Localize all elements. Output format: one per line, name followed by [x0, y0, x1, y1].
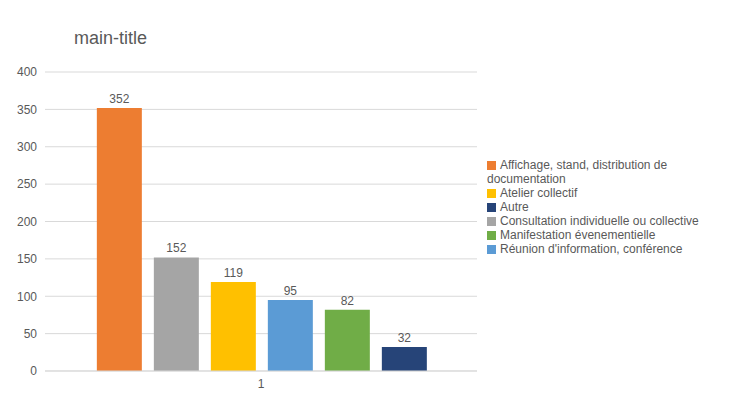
svg-text:250: 250	[17, 177, 37, 191]
svg-text:119: 119	[224, 266, 243, 280]
svg-text:95: 95	[284, 284, 298, 298]
svg-text:32: 32	[398, 331, 412, 345]
html-text:Manifestation évenementielle: Manifestation évenementielle	[500, 227, 656, 242]
html-text:Atelier collectif: Atelier collectif	[500, 185, 578, 200]
html-text:Affichage, stand, distribution: Affichage, stand, distribution de docume…	[487, 157, 668, 186]
svg-text:400: 400	[17, 65, 37, 79]
html-text:Réunion d'information, confére: Réunion d'information, conférence	[500, 241, 683, 256]
html-text:main-title: main-title	[74, 28, 147, 48]
svg-text:0: 0	[30, 364, 37, 378]
svg-text:350: 350	[17, 103, 37, 117]
svg-text:1: 1	[258, 377, 265, 391]
svg-text:100: 100	[17, 290, 37, 304]
html-text:Consultation individuelle ou c: Consultation individuelle ou collective	[500, 213, 699, 228]
svg-text:152: 152	[166, 241, 186, 255]
svg-text:82: 82	[341, 294, 355, 308]
svg-text:352: 352	[109, 92, 129, 106]
svg-text:150: 150	[17, 252, 37, 266]
svg-text:200: 200	[17, 215, 37, 229]
svg-text:300: 300	[17, 140, 37, 154]
html-text:Autre: Autre	[500, 199, 529, 214]
svg-text:50: 50	[24, 327, 38, 341]
